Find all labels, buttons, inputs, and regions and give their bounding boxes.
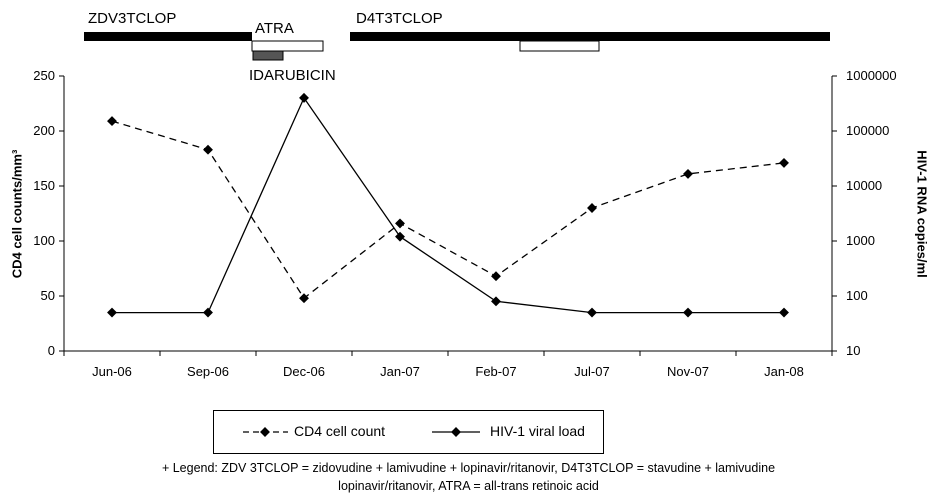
- right-tick-label: 1000000: [846, 68, 897, 83]
- idarubicin-label: IDARUBICIN: [249, 67, 336, 84]
- footnote-line-2: lopinavir/ritanovir, ATRA = all-trans re…: [338, 479, 599, 493]
- x-tick-label: Nov-07: [667, 364, 709, 379]
- right-tick-label: 100: [846, 288, 868, 303]
- d4t3tclop-label: D4T3TCLOP: [356, 10, 443, 27]
- footnote-line-1: + Legend: ZDV 3TCLOP = zidovudine + lami…: [161, 461, 776, 475]
- cd4-count-point: [299, 293, 309, 304]
- hiv-viral-load-point: [107, 307, 117, 318]
- hiv-viral-load-line: [112, 96, 784, 314]
- x-tick-label: Jun-06: [92, 364, 132, 379]
- legend: CD4 cell count HIV-1 viral load: [213, 410, 604, 454]
- hiv-viral-load-point: [683, 307, 693, 318]
- x-tick-marks: [63, 351, 833, 356]
- x-tick-label: Jan-08: [764, 364, 804, 379]
- hiv-viral-load-point: [299, 92, 309, 103]
- x-tick-label: Dec-06: [283, 364, 325, 379]
- legend-cd4-label: CD4 cell count: [294, 423, 386, 439]
- cd4-count-point: [587, 203, 597, 213]
- right-tick-label: 10: [846, 343, 861, 358]
- left-tick-label: 150: [33, 178, 55, 193]
- zdv3tclop-label: ZDV3TCLOP: [88, 10, 177, 27]
- series-layer: [107, 92, 789, 318]
- x-tick-label: Feb-07: [475, 364, 517, 379]
- right-tick-marks: [832, 75, 837, 352]
- x-tick-label: Sep-06: [187, 364, 229, 379]
- left-tick-label: 250: [33, 68, 55, 83]
- hiv-viral-load-point: [587, 307, 597, 318]
- hiv-viral-load-point: [491, 296, 501, 307]
- right-tick-label: 100000: [846, 123, 890, 138]
- cd4-count-point: [683, 168, 693, 179]
- cd4-count-point: [395, 218, 405, 229]
- legend-hiv-marker: [451, 427, 461, 437]
- hiv-viral-load-point: [779, 307, 789, 318]
- x-tick-label: Jan-07: [380, 364, 420, 379]
- right-tick-label: 1000: [846, 233, 875, 248]
- y-axis-right-title: HIV-1 RNA copies/ml: [914, 150, 930, 278]
- cd4-count-point: [107, 116, 117, 127]
- legend-cd4-marker: [260, 427, 270, 437]
- cd4-count-point: [491, 271, 501, 282]
- right-tick-label: 10000: [846, 178, 883, 193]
- hiv-viral-load-point: [395, 231, 405, 242]
- zdv3tclop-bar: [84, 32, 252, 41]
- cd4-count-point: [203, 144, 213, 155]
- atra-label: ATRA: [255, 20, 294, 37]
- cd4-count-line: [111, 120, 785, 300]
- legend-hiv-label: HIV-1 viral load: [490, 423, 585, 439]
- left-tick-label: 100: [33, 233, 55, 248]
- left-tick-label: 0: [47, 343, 55, 358]
- hiv-viral-load-point: [203, 307, 213, 318]
- d4t3tclop-sub-bar: [519, 40, 600, 52]
- idarubicin-bar: [252, 50, 284, 61]
- d4t3tclop-bar: [350, 32, 830, 41]
- cd4-count-point: [779, 157, 789, 168]
- y-axis-left-title: CD4 cell counts/mm³: [9, 149, 25, 279]
- left-tick-label: 200: [33, 123, 55, 138]
- x-tick-label: Jul-07: [574, 364, 610, 379]
- left-tick-marks: [59, 75, 64, 352]
- atra-bar: [251, 40, 324, 52]
- left-tick-label: 50: [40, 288, 55, 303]
